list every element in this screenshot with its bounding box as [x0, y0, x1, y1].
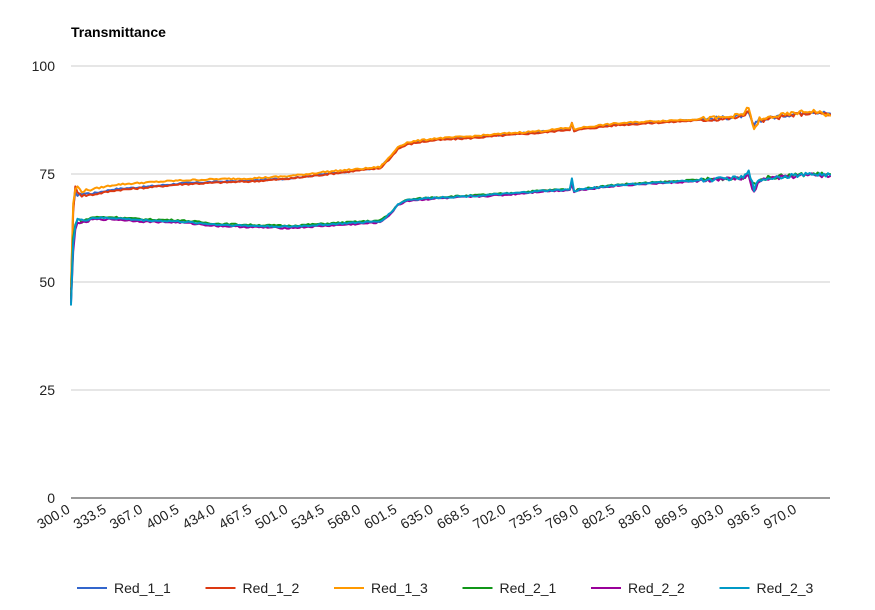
x-tick-label: 836.0: [615, 501, 654, 532]
legend-label: Red_1_2: [243, 580, 300, 596]
x-tick-label: 568.0: [325, 501, 364, 532]
gridlines: [71, 65, 830, 499]
x-tick-label: 434.0: [179, 501, 218, 532]
series-lines: [70, 106, 831, 306]
legend-label: Red_2_2: [628, 580, 685, 596]
x-tick-label: 400.5: [143, 501, 182, 532]
x-tick-label: 601.5: [361, 501, 400, 532]
y-axis: 0 25 50 75 100: [32, 58, 56, 506]
series-line-red-1-3: [70, 106, 831, 288]
x-tick-label: 936.5: [724, 501, 763, 532]
series-line-red-2-1: [70, 171, 831, 300]
y-tick-label: 50: [39, 274, 55, 290]
x-tick-label: 802.5: [579, 501, 618, 532]
x-tick-label: 970.0: [761, 501, 800, 532]
series-line-red-2-2: [70, 172, 831, 304]
x-tick-label: 735.5: [506, 501, 545, 532]
legend-item-red-2-1[interactable]: Red_2_1: [462, 580, 557, 596]
x-tick-label: 534.5: [288, 501, 327, 532]
x-tick-label: 769.0: [543, 501, 582, 532]
y-tick-label: 100: [32, 58, 56, 74]
series-line-red-2-3: [70, 169, 831, 306]
y-tick-label: 0: [47, 490, 55, 506]
legend-label: Red_2_3: [757, 580, 814, 596]
x-tick-label: 702.0: [470, 501, 509, 532]
legend-item-red-1-3[interactable]: Red_1_3: [334, 580, 428, 596]
legend-label: Red_2_1: [500, 580, 557, 596]
legend[interactable]: Red_1_1 Red_1_2 Red_1_3 Red_2_1 Red_2_2 Red_2…: [77, 580, 814, 596]
x-tick-label: 467.5: [216, 501, 255, 532]
legend-item-red-1-1[interactable]: Red_1_1: [77, 580, 171, 596]
legend-item-red-2-3[interactable]: Red_2_3: [719, 580, 814, 596]
x-tick-label: 635.0: [397, 501, 436, 532]
x-tick-label: 903.0: [688, 501, 727, 532]
x-axis: 300.0333.5367.0400.5434.0467.5501.0534.5…: [34, 501, 799, 532]
y-tick-label: 75: [39, 166, 55, 182]
series-line-red-1-2: [70, 110, 831, 297]
legend-label: Red_1_1: [114, 580, 171, 596]
x-tick-label: 333.5: [70, 501, 109, 532]
legend-item-red-2-2[interactable]: Red_2_2: [591, 580, 685, 596]
legend-item-red-1-2[interactable]: Red_1_2: [205, 580, 300, 596]
legend-label: Red_1_3: [371, 580, 428, 596]
y-tick-label: 25: [39, 382, 55, 398]
x-tick-label: 668.5: [434, 501, 473, 532]
x-tick-label: 367.0: [107, 501, 146, 532]
chart-title: Transmittance: [71, 24, 166, 40]
series-line-red-1-1: [70, 110, 831, 291]
x-tick-label: 501.0: [252, 501, 291, 532]
x-tick-label: 869.5: [652, 501, 691, 532]
